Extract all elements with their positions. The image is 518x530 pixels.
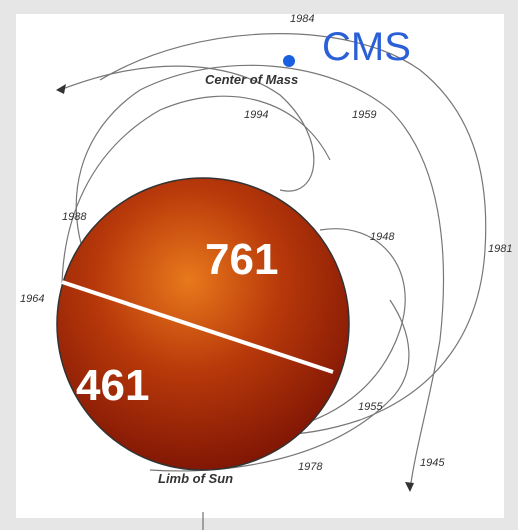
number-label: 461: [76, 361, 149, 410]
orbit-path: [99, 33, 487, 436]
year-label: 1981: [488, 243, 512, 255]
orbit-path: [75, 64, 445, 491]
orbit-path: [279, 228, 406, 431]
year-label: 1994: [244, 109, 268, 121]
arrow-head: [405, 482, 414, 492]
year-label: 1948: [370, 231, 395, 243]
year-label: 1978: [298, 461, 323, 473]
title: CMS: [322, 25, 411, 69]
year-label: 1945: [420, 457, 445, 469]
orbit-path: [59, 65, 315, 192]
year-label: 1988: [62, 211, 87, 223]
sun-disk: [56, 177, 350, 471]
year-label: 1964: [20, 293, 44, 305]
year-label: 1959: [352, 109, 376, 121]
label: Center of Mass: [205, 72, 298, 87]
arrow-head: [56, 84, 66, 94]
label: Limb of Sun: [158, 471, 233, 486]
year-label: 1984: [290, 13, 314, 25]
year-label: 1955: [358, 401, 383, 413]
center-of-mass-dot: [283, 55, 295, 67]
number-label: 761: [205, 235, 278, 284]
divider-line: [61, 280, 334, 374]
orbit-path: [61, 95, 331, 301]
